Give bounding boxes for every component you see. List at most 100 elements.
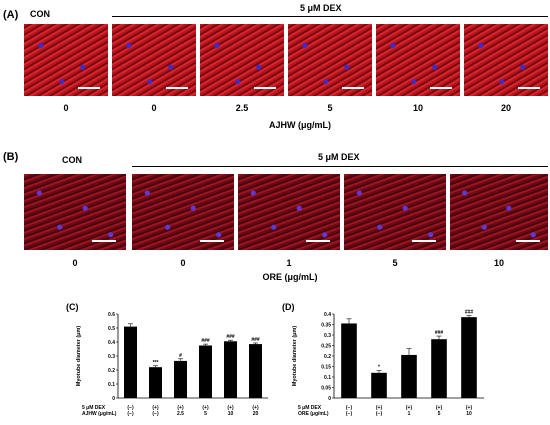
scale-bar (166, 87, 188, 89)
bar (149, 367, 162, 398)
row1-cell: (+) (202, 405, 209, 411)
panel-d-label: (D) (282, 302, 295, 312)
micrograph-b4 (344, 174, 446, 250)
significance-mark: * (378, 365, 380, 371)
bar (461, 317, 477, 398)
scale-bar (92, 240, 116, 242)
y-tick-label: 0.05 (321, 386, 331, 392)
row2-cell: 2.5 (177, 411, 184, 417)
row2-cell: (−) (152, 411, 159, 417)
dose-label: 10 (493, 258, 504, 268)
panel-a-treatment-label: 5 μM DEX (300, 3, 342, 13)
chart-c: 0 0.1 0.2 0.3 0.4 0.5 0.6 Myotube diameter (μm)… (76, 312, 268, 417)
row2-cell: 10 (466, 411, 472, 417)
row1-cell: (−) (127, 405, 134, 411)
y-tick-label: 0.25 (321, 344, 331, 350)
scale-bar (412, 240, 436, 242)
row2-cell: (−) (346, 411, 353, 417)
significance-mark: # (179, 353, 182, 359)
micrograph-a1 (24, 24, 108, 96)
panel-a-control-label: CON (30, 9, 50, 19)
row2-cell: (−) (127, 411, 134, 417)
significance-mark: ### (226, 334, 235, 340)
y-tick-label: 0.15 (321, 365, 331, 371)
row2-label: ORE (μg/mL) (298, 411, 329, 417)
micrograph-b5 (450, 174, 548, 250)
dose-label: 0 (180, 258, 186, 268)
panel-b-label: (B) (3, 151, 19, 163)
row2-cell: 5 (438, 411, 441, 417)
bar (341, 323, 357, 398)
dose-label: 0 (63, 103, 69, 113)
scale-bar (430, 87, 452, 89)
y-tick-label: 0.3 (108, 354, 115, 360)
bar (124, 326, 137, 398)
scale-bar (200, 240, 224, 242)
y-axis-label: Myotube diameter (μm) (292, 326, 298, 387)
significance-mark: ### (251, 337, 260, 343)
dose-label: 5 (392, 258, 398, 268)
micrograph-a4 (288, 24, 372, 96)
dose-label: 5 (327, 103, 333, 113)
row1-cell: (+) (152, 405, 159, 411)
y-tick-label: 0.2 (108, 368, 115, 374)
row1-cell: (+) (436, 405, 443, 411)
y-tick-label: 0.2 (324, 354, 331, 360)
panel-b-treatment-line (132, 166, 548, 167)
row2-cell: 20 (253, 411, 259, 417)
micrograph-a3 (200, 24, 284, 96)
bar (401, 354, 417, 398)
significance-mark: ### (201, 338, 210, 344)
scale-bar (342, 87, 364, 89)
y-tick-label: 0.4 (324, 312, 331, 318)
dose-label: 0 (72, 258, 78, 268)
panel-a-axis-label: AJHW (μg/mL) (269, 120, 331, 130)
y-tick-label: 0.35 (321, 323, 331, 329)
panel-b-control-label: CON (62, 155, 82, 165)
bar (199, 345, 212, 398)
y-tick-label: 0.5 (108, 326, 115, 332)
y-tick-label: 0 (328, 396, 331, 402)
micrograph-a6 (464, 24, 548, 96)
dose-label: 10 (412, 103, 423, 113)
bar (371, 372, 387, 398)
row1-cell: (+) (252, 405, 259, 411)
panel-a-label: (A) (3, 9, 19, 21)
y-tick-label: 0 (112, 396, 115, 402)
y-axis-label: Myotube diameter (μm) (76, 326, 82, 387)
y-tick-label: 0.1 (108, 382, 115, 388)
dose-label: 0 (151, 103, 157, 113)
bar (174, 360, 187, 398)
y-tick-label: 0.3 (324, 333, 331, 339)
significance-mark: ### (465, 310, 474, 316)
row2-cell: 1 (408, 411, 411, 417)
panel-c-label: (C) (66, 302, 79, 312)
bar (431, 339, 447, 398)
y-tick-label: 0.4 (108, 340, 115, 346)
scale-bar (518, 87, 540, 89)
y-tick-label: 0.1 (324, 375, 331, 381)
bar (249, 344, 262, 398)
bar (224, 341, 237, 398)
micrograph-a2 (112, 24, 196, 96)
row1-cell: (+) (466, 405, 473, 411)
row2-cell: 5 (204, 411, 207, 417)
row1-cell: (+) (406, 405, 413, 411)
row1-label: 5 μM DEX (298, 405, 322, 411)
scale-bar (78, 87, 100, 89)
significance-mark: ### (435, 330, 444, 336)
micrograph-b2 (132, 174, 234, 250)
scale-bar (254, 87, 276, 89)
chart-d: 0 0.05 0.1 0.15 0.2 0.25 0.3 0.35 0.4 Myotube dia… (292, 310, 484, 417)
row1-cell: (+) (227, 405, 234, 411)
scale-bar (516, 240, 540, 242)
row1-cell: (+) (376, 405, 383, 411)
y-tick-label: 0.6 (108, 312, 115, 318)
significance-mark: *** (153, 360, 159, 366)
row2-label: AJHW (μg/mL) (82, 411, 117, 417)
row2-cell: 10 (228, 411, 234, 417)
row1-label: 5 μM DEX (82, 405, 106, 411)
scale-bar (306, 240, 330, 242)
micrograph-b1 (24, 174, 126, 250)
